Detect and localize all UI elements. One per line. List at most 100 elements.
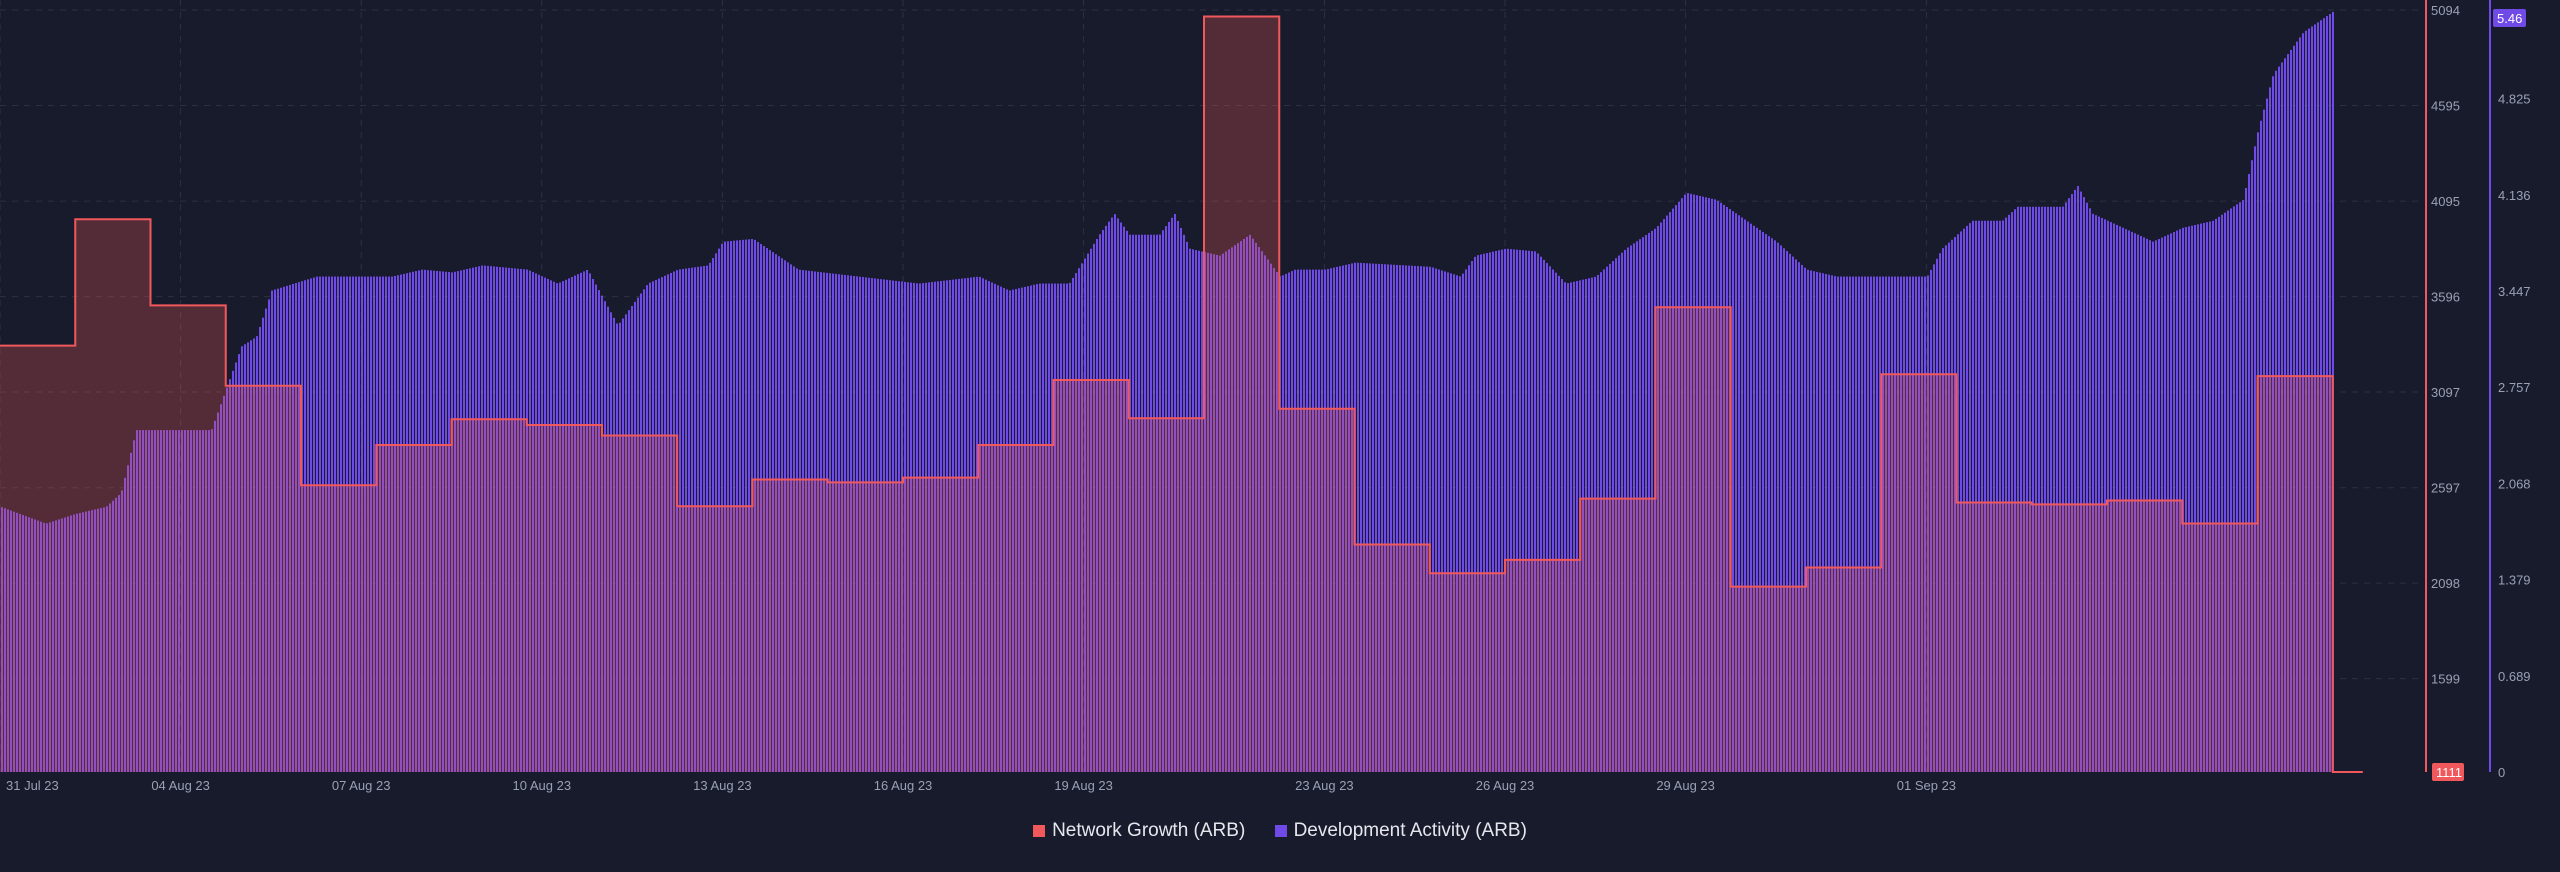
dev-activity-bar (1630, 245, 1632, 773)
dev-activity-bar (1585, 278, 1587, 772)
dev-activity-bar (1678, 201, 1680, 772)
dev-activity-bar (1057, 283, 1059, 772)
dev-activity-bar (1069, 282, 1071, 772)
dev-activity-bar (1594, 276, 1596, 772)
dev-activity-bar (10, 510, 12, 772)
dev-activity-bar (295, 283, 297, 772)
dev-activity-bar (49, 522, 51, 772)
legend: Network Growth (ARB) Development Activit… (0, 820, 2560, 843)
dev-activity-bar (2140, 236, 2142, 772)
dev-activity-bar (1981, 220, 1983, 772)
dev-activity-bar (2077, 186, 2079, 772)
dev-activity-bar (1156, 234, 1158, 772)
dev-activity-bar (820, 272, 822, 772)
dev-activity-bar (1918, 276, 1920, 772)
dev-activity-bar (2233, 206, 2235, 773)
dev-activity-bar (1759, 229, 1761, 773)
dev-activity-bar (310, 278, 312, 772)
dev-activity-bar (1258, 247, 1260, 772)
y-right-tick-label: 0 (2498, 765, 2505, 780)
dev-activity-bar (1606, 266, 1608, 772)
x-tick-label: 13 Aug 23 (693, 778, 752, 793)
dev-activity-bar (1966, 225, 1968, 773)
dev-activity-bar (937, 281, 939, 772)
dev-activity-bar (106, 506, 108, 772)
legend-item-development-activity[interactable]: Development Activity (ARB) (1274, 820, 1527, 842)
legend-label-network-growth: Network Growth (ARB) (1052, 820, 1246, 841)
dev-activity-bar (2011, 212, 2013, 772)
dev-activity-bar (172, 430, 174, 772)
dev-activity-bar (1798, 262, 1800, 772)
dev-activity-bar (1081, 263, 1083, 772)
x-tick-label: 23 Aug 23 (1295, 778, 1354, 793)
dev-activity-bar (1264, 255, 1266, 773)
dev-activity-bar (1867, 276, 1869, 772)
dev-activity-bar (1705, 197, 1707, 772)
dev-activity-bar (400, 274, 402, 772)
dev-activity-bar (832, 273, 834, 772)
dev-activity-bar (1132, 234, 1134, 772)
dev-activity-bar (1219, 255, 1221, 773)
dev-activity-bar (292, 283, 294, 772)
dev-activity-bar (1987, 220, 1989, 772)
current-value-dev-activity: 5.46 (2497, 11, 2522, 26)
dev-activity-bar (997, 285, 999, 772)
dev-activity-bar (574, 275, 576, 772)
y-right-tick-label: 1.379 (2498, 573, 2531, 588)
dev-activity-bar (1039, 283, 1041, 772)
dev-activity-bar (1723, 204, 1725, 773)
dev-activity-bar (994, 283, 996, 772)
dev-activity-bar (1555, 272, 1557, 772)
dev-activity-bar (79, 512, 81, 772)
dev-activity-bar (349, 276, 351, 772)
dev-activity-bar (232, 370, 234, 772)
dev-activity-bar (1936, 258, 1938, 772)
dev-activity-bar (2209, 221, 2211, 773)
dev-activity-bar (1858, 276, 1860, 772)
dev-activity-bar (1198, 250, 1200, 772)
dev-activity-bar (1471, 261, 1473, 772)
dev-activity-bar (382, 276, 384, 772)
dev-activity-bar (1906, 276, 1908, 772)
dev-activity-bar (1468, 265, 1470, 772)
dev-activity-bar (1828, 274, 1830, 772)
dev-activity-bar (271, 290, 273, 772)
dev-activity-bar (658, 278, 660, 772)
dev-activity-bar (1054, 283, 1056, 772)
dev-activity-bar (790, 264, 792, 772)
dev-activity-bar (1924, 276, 1926, 772)
dev-activity-bar (835, 273, 837, 772)
dev-activity-bar (1009, 290, 1011, 772)
dev-activity-bar (1048, 283, 1050, 772)
dev-activity-bar (139, 430, 141, 772)
dev-activity-bar (178, 430, 180, 772)
dev-activity-bar (691, 267, 693, 772)
dev-activity-bar (1321, 269, 1323, 772)
dev-activity-bar (697, 266, 699, 772)
dev-activity-bar (1978, 220, 1980, 772)
dev-activity-bar (775, 254, 777, 773)
dev-activity-bar (1420, 266, 1422, 772)
dev-activity-bar (463, 269, 465, 772)
dev-activity-bar (1033, 284, 1035, 772)
dev-activity-bar (397, 275, 399, 772)
dev-activity-bar (2020, 206, 2022, 772)
dev-activity-bar (1357, 262, 1359, 772)
dev-activity-bar (1315, 269, 1317, 772)
y-right-tick-label: 2.757 (2498, 380, 2531, 395)
legend-item-network-growth[interactable]: Network Growth (ARB) (1033, 820, 1245, 842)
dev-activity-bar (406, 273, 408, 772)
dev-activity-bar (337, 276, 339, 772)
dev-activity-bar (2095, 215, 2097, 773)
dev-activity-bar (61, 518, 63, 772)
dev-activity-bar (280, 287, 282, 772)
dev-activity-bar (1411, 265, 1413, 772)
dev-activity-bar (1255, 242, 1257, 772)
dev-activity-bar (187, 430, 189, 772)
dev-activity-bar (1537, 253, 1539, 772)
dev-activity-bar (1129, 234, 1131, 772)
dev-activity-bar (796, 268, 798, 772)
dev-activity-bar (1894, 276, 1896, 772)
dev-activity-bar (1780, 245, 1782, 773)
dev-activity-bar (982, 278, 984, 772)
